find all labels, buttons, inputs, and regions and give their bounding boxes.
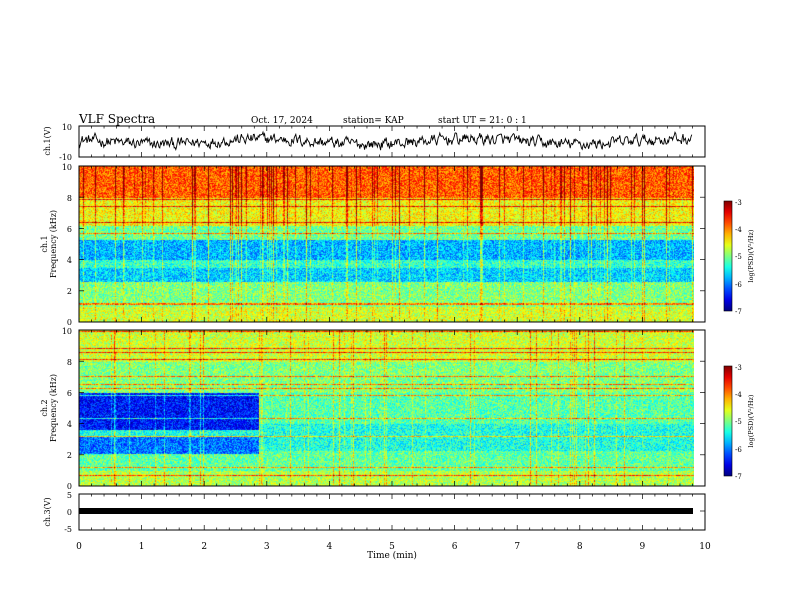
ch3-wave-ytick-top: 5 <box>67 491 72 500</box>
ch3-waveform-frame <box>78 493 706 531</box>
ch2-spec-ytick-4: 4 <box>67 420 72 429</box>
x-tick-label-2: 2 <box>201 542 207 552</box>
x-tick-label-4: 4 <box>327 542 333 552</box>
ch3-waveform-panel: 5 0 -5 ch.3(V) <box>43 491 706 534</box>
ch1-colorbar-tick-m5: -5 <box>735 253 742 261</box>
ch2-spectrogram-frame <box>78 329 706 487</box>
ch2-colorbar: -3 -4 -5 -6 -7 log(PSD)(V²/Hz) <box>723 364 755 481</box>
ch1-colorbar-tick-m4: -4 <box>735 226 742 234</box>
ch1-spec-ylabel-channel: ch.1 <box>40 235 49 252</box>
ch2-colorbar-tick-m7: -7 <box>735 473 742 481</box>
ch1-colorbar: -3 -4 -5 -6 -7 log(PSD)(V²/Hz) <box>723 199 755 316</box>
ch1-spectrogram-frame <box>78 165 706 323</box>
x-tick-label-8: 8 <box>577 542 583 552</box>
ch1-spec-ytick-6: 6 <box>67 225 72 234</box>
ch1-spec-ytick-10: 10 <box>62 163 72 172</box>
ch2-colorbar-gradient <box>723 365 733 477</box>
ch1-waveform-panel: 10 -10 ch.1(V) <box>43 123 706 162</box>
figure-title: VLF Spectra <box>78 112 155 126</box>
ch2-spec-ytick-6: 6 <box>67 389 72 398</box>
ch3-wave-ytick-bottom: -5 <box>64 525 72 534</box>
ch2-colorbar-tick-m6: -6 <box>735 446 742 454</box>
ch2-spectrogram-image <box>79 330 694 486</box>
x-tick-label-0: 0 <box>76 542 82 552</box>
ch1-spec-ylabel-frequency: Frequency (kHz) <box>49 210 58 278</box>
ch1-spectrogram-image <box>79 166 694 322</box>
station-label: station= KAP <box>343 116 404 126</box>
ch1-spec-ytick-8: 8 <box>67 194 72 203</box>
ch2-spec-ytick-2: 2 <box>67 451 72 460</box>
ch1-colorbar-gradient <box>723 200 733 312</box>
ch1-wave-ytick-bottom: -10 <box>59 153 72 162</box>
ch2-spec-ytick-0: 0 <box>67 482 72 491</box>
ch2-spec-ytick-8: 8 <box>67 358 72 367</box>
date-label: Oct. 17, 2024 <box>251 116 313 126</box>
ch1-colorbar-tick-m3: -3 <box>735 199 742 207</box>
x-axis-tick-labels: 0 1 2 3 4 5 6 7 8 9 10 <box>76 542 711 552</box>
ch3-wave-ytick-mid: 0 <box>67 508 72 517</box>
ch2-spectrogram-panel: 0 2 4 6 8 10 ch.2 Frequency (kHz) <box>40 327 706 491</box>
ch1-colorbar-label: log(PSD)(V²/Hz) <box>747 229 755 282</box>
ch2-colorbar-tick-m4: -4 <box>735 391 742 399</box>
x-tick-label-9: 9 <box>640 542 646 552</box>
ch1-wave-ytick-top: 10 <box>62 123 72 132</box>
ch3-wave-ylabel: ch.3(V) <box>43 497 52 526</box>
ch2-spec-ytick-10: 10 <box>62 327 72 336</box>
ch1-colorbar-tick-m6: -6 <box>735 281 742 289</box>
x-tick-label-3: 3 <box>264 542 270 552</box>
ch1-spec-ytick-4: 4 <box>67 256 72 265</box>
start-time-label: start UT = 21: 0 : 1 <box>438 116 527 126</box>
x-tick-label-6: 6 <box>452 542 458 552</box>
ch3-waveform-band <box>79 508 693 514</box>
ch2-spec-ylabel-channel: ch.2 <box>40 399 49 416</box>
ch2-colorbar-label: log(PSD)(V²/Hz) <box>747 394 755 447</box>
ch1-waveform-frame <box>78 125 706 158</box>
x-axis-label: Time (min) <box>367 550 417 561</box>
x-tick-label-1: 1 <box>139 542 145 552</box>
ch1-spectrogram-panel: 0 2 4 6 8 10 ch.1 Frequency (kHz) <box>40 163 706 327</box>
ch2-spec-ylabel-frequency: Frequency (kHz) <box>49 374 58 442</box>
x-tick-label-7: 7 <box>514 542 520 552</box>
ch1-spec-ytick-0: 0 <box>67 318 72 327</box>
ch1-spec-ytick-2: 2 <box>67 287 72 296</box>
ch1-wave-ylabel: ch.1(V) <box>43 126 52 155</box>
ch1-colorbar-tick-m7: -7 <box>735 308 742 316</box>
ch2-colorbar-tick-m3: -3 <box>735 364 742 372</box>
ch2-colorbar-tick-m5: -5 <box>735 418 742 426</box>
x-tick-label-10: 10 <box>699 542 711 552</box>
ch1-waveform-line <box>78 130 693 152</box>
x-tick-label-5: 5 <box>389 542 395 552</box>
